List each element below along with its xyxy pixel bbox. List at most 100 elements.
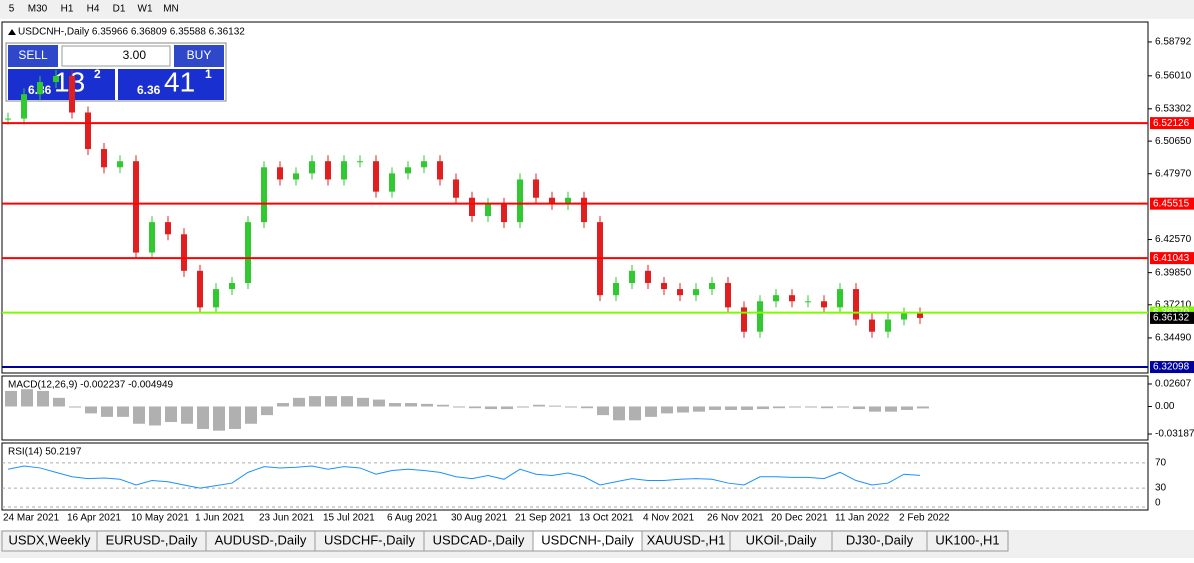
candle-body [869,319,875,332]
candle-body [181,234,187,271]
macd-bar [101,406,113,417]
date-label: 16 Apr 2021 [67,513,121,524]
buy-price-big: 6.36 [137,83,161,97]
macd-bar [229,406,241,429]
timeframe-button[interactable]: 5 [9,4,15,15]
lots-value[interactable]: 3.00 [123,48,147,62]
timeframe-button[interactable]: H4 [87,4,100,15]
candle-body [197,270,203,308]
price-tick-label: 6.53302 [1155,103,1192,114]
tab-label[interactable]: UK100-,H1 [935,532,999,547]
macd-bar [165,406,177,423]
rsi-line [7,465,921,489]
macd-tick-label: -0.031872 [1155,429,1194,440]
candle-body [885,319,891,332]
buy-label[interactable]: BUY [187,48,212,62]
timeframe-button[interactable]: W1 [138,4,153,15]
timeframe-button[interactable]: H1 [61,4,74,15]
candle-body [21,94,27,119]
buy-button[interactable] [174,45,224,67]
date-label: 15 Jul 2021 [323,513,375,524]
level-label-bg [1150,117,1194,130]
lots-input[interactable] [61,45,171,67]
timeframe-button[interactable]: MN [163,4,179,15]
tab-label[interactable]: USDCHF-,Daily [324,532,416,547]
candle-body [229,282,235,290]
date-label: 23 Jun 2021 [259,513,314,524]
candle-body [53,75,59,83]
macd-bar [709,406,721,410]
date-label: 20 Dec 2021 [771,513,828,524]
candle-body [85,112,91,150]
candle-body [453,179,459,198]
level-label-bg [1150,361,1194,374]
tab-label[interactable]: USDCAD-,Daily [433,532,525,547]
timeframe-button[interactable]: D1 [113,4,126,15]
timeframe-button[interactable]: M30 [28,4,48,15]
candle-body [101,149,107,168]
macd-bar [837,406,849,408]
candle-body [613,282,619,296]
candle-body [437,161,443,180]
tab-label[interactable]: AUDUSD-,Daily [215,532,307,547]
tab-label[interactable]: USDX,Weekly [8,532,91,547]
macd-bar [789,406,801,408]
buy-price-pips: 41 [164,66,195,97]
date-label: 4 Nov 2021 [643,513,695,524]
macd-bar [213,406,225,431]
macd-bar [197,406,209,429]
macd-bar [485,406,497,410]
macd-bar [741,406,753,410]
current-price-bg [1150,311,1194,324]
price-panel [1,21,1149,374]
collapse-icon [8,29,16,35]
tab-label[interactable]: USDCNH-,Daily [541,532,634,547]
candle-body [277,167,283,180]
macd-bar [661,406,673,414]
tab-label[interactable]: UKOil-,Daily [746,532,817,547]
rsi-tick-label: 30 [1155,483,1167,494]
candle-body [693,289,699,296]
buy-price-fraction: 1 [205,67,212,81]
candle-body [373,161,379,192]
sell-button[interactable] [8,45,58,67]
tab[interactable] [926,530,1009,552]
candle-body [661,282,667,290]
macd-bar [405,403,417,407]
candle-body [789,295,795,302]
candle-body [133,161,139,253]
tab-label[interactable]: DJ30-,Daily [846,532,914,547]
tab-label[interactable]: XAUUSD-,H1 [647,532,726,547]
macd-bar [277,403,289,407]
macd-bar [421,403,433,407]
level-label-bg [1150,252,1194,265]
sell-label[interactable]: SELL [18,48,48,62]
candle-body [549,197,555,204]
macd-bar [533,404,545,407]
candle-body [581,197,587,223]
macd-bar [21,389,33,407]
price-tick-label: 6.34490 [1155,333,1192,344]
candle-body [901,313,907,320]
candle-body [517,179,523,223]
candle-body [501,203,507,223]
date-label: 21 Sep 2021 [515,513,572,524]
candle-body [821,301,827,308]
candle-body [773,295,779,302]
candle-body [485,203,491,217]
candle-body [533,179,539,198]
date-label: 11 Jan 2022 [835,513,890,524]
candle-body [389,173,395,192]
level-label-bg [1150,197,1194,210]
candle-body [213,289,219,308]
candle-body [245,222,251,283]
macd-bar [757,406,769,410]
candle-body [165,222,171,235]
tab-label[interactable]: EURUSD-,Daily [106,532,198,547]
macd-bar [917,406,929,409]
level-label: 6.52126 [1153,118,1190,129]
buy-price-box[interactable] [118,69,224,100]
trade-panel: SELL 3.00 BUY 6.36 13 2 6.36 41 1 [5,42,227,102]
